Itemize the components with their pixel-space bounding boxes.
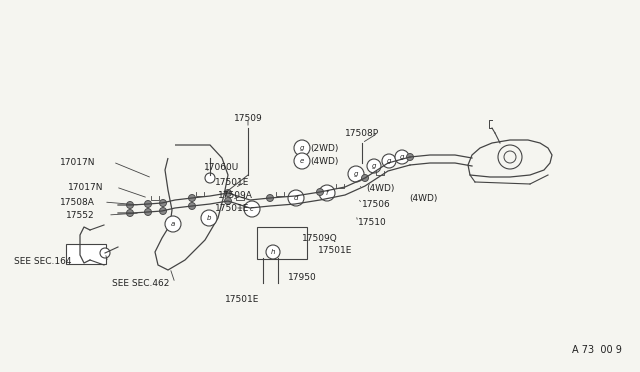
Text: (4WD): (4WD) bbox=[366, 183, 394, 192]
Text: (4WD): (4WD) bbox=[409, 193, 437, 202]
Text: g: g bbox=[300, 145, 304, 151]
Circle shape bbox=[225, 198, 232, 205]
Circle shape bbox=[100, 248, 110, 258]
Circle shape bbox=[294, 140, 310, 156]
Text: SEE SEC.164: SEE SEC.164 bbox=[14, 257, 72, 266]
Text: 17501E: 17501E bbox=[318, 246, 353, 254]
Text: g: g bbox=[400, 154, 404, 160]
Circle shape bbox=[127, 202, 134, 208]
Text: 17510: 17510 bbox=[358, 218, 387, 227]
Text: SEE SEC.462: SEE SEC.462 bbox=[112, 279, 170, 288]
Circle shape bbox=[159, 199, 166, 206]
Text: g: g bbox=[354, 171, 358, 177]
Text: (4WD): (4WD) bbox=[310, 157, 339, 166]
Text: b: b bbox=[207, 215, 211, 221]
Circle shape bbox=[294, 153, 310, 169]
Circle shape bbox=[319, 185, 335, 201]
Text: f: f bbox=[326, 190, 328, 196]
Text: 17509: 17509 bbox=[234, 113, 262, 122]
Text: 17508A: 17508A bbox=[60, 198, 95, 206]
Circle shape bbox=[288, 190, 304, 206]
Circle shape bbox=[145, 201, 152, 208]
Text: a: a bbox=[171, 221, 175, 227]
Circle shape bbox=[159, 208, 166, 215]
Text: g: g bbox=[372, 163, 376, 169]
Text: A 73  00 9: A 73 00 9 bbox=[572, 345, 622, 355]
Text: 17017N: 17017N bbox=[68, 183, 104, 192]
Text: 17950: 17950 bbox=[288, 273, 317, 282]
Circle shape bbox=[205, 173, 215, 183]
Circle shape bbox=[406, 154, 413, 160]
Circle shape bbox=[201, 210, 217, 226]
Circle shape bbox=[189, 195, 195, 202]
Text: 17501E: 17501E bbox=[215, 177, 250, 186]
FancyBboxPatch shape bbox=[66, 244, 106, 264]
Text: c: c bbox=[250, 206, 254, 212]
Text: 17501E: 17501E bbox=[215, 203, 250, 212]
Circle shape bbox=[382, 154, 396, 168]
Text: (2WD): (2WD) bbox=[310, 144, 339, 153]
Circle shape bbox=[266, 245, 280, 259]
Circle shape bbox=[225, 189, 232, 196]
Circle shape bbox=[317, 189, 323, 196]
Circle shape bbox=[244, 201, 260, 217]
Text: g: g bbox=[387, 158, 391, 164]
Text: 17509Q: 17509Q bbox=[302, 234, 338, 243]
Circle shape bbox=[367, 159, 381, 173]
Circle shape bbox=[266, 195, 273, 202]
Text: d: d bbox=[294, 195, 298, 201]
Text: 17060U: 17060U bbox=[204, 163, 239, 171]
Circle shape bbox=[348, 166, 364, 182]
Text: e: e bbox=[300, 158, 304, 164]
Circle shape bbox=[189, 202, 195, 209]
Text: 17508P: 17508P bbox=[345, 128, 379, 138]
Circle shape bbox=[127, 209, 134, 217]
Text: h: h bbox=[271, 249, 275, 255]
Text: 17506: 17506 bbox=[362, 199, 391, 208]
Circle shape bbox=[362, 174, 369, 182]
Circle shape bbox=[145, 208, 152, 215]
Text: 17501E: 17501E bbox=[225, 295, 259, 305]
Text: 17509A: 17509A bbox=[218, 190, 253, 199]
Circle shape bbox=[165, 216, 181, 232]
Text: 17017N: 17017N bbox=[60, 157, 95, 167]
Text: 17552: 17552 bbox=[66, 211, 95, 219]
Circle shape bbox=[395, 150, 409, 164]
